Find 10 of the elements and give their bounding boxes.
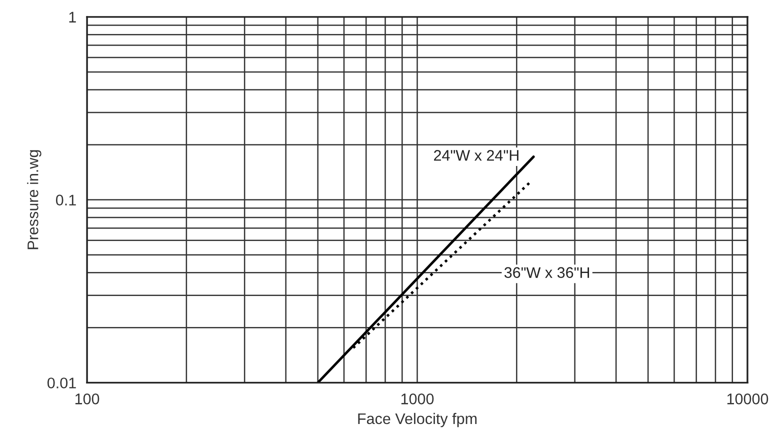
y-axis-title: Pressure in.wg	[27, 150, 42, 250]
text: 36"W x 36"H	[504, 267, 590, 278]
series-label: 24"W x 24"H	[434, 150, 518, 161]
x-tick-label: 100	[75, 394, 100, 404]
y-tick-label: 0.01	[47, 378, 76, 388]
y-tick-label: 1	[69, 12, 76, 22]
x-tick-label: 10000	[727, 394, 768, 404]
x-tick-label: 1000	[401, 394, 434, 404]
x-axis-title: Face Velocity fpm	[358, 412, 477, 428]
y-tick-label: 0.1	[56, 194, 76, 206]
